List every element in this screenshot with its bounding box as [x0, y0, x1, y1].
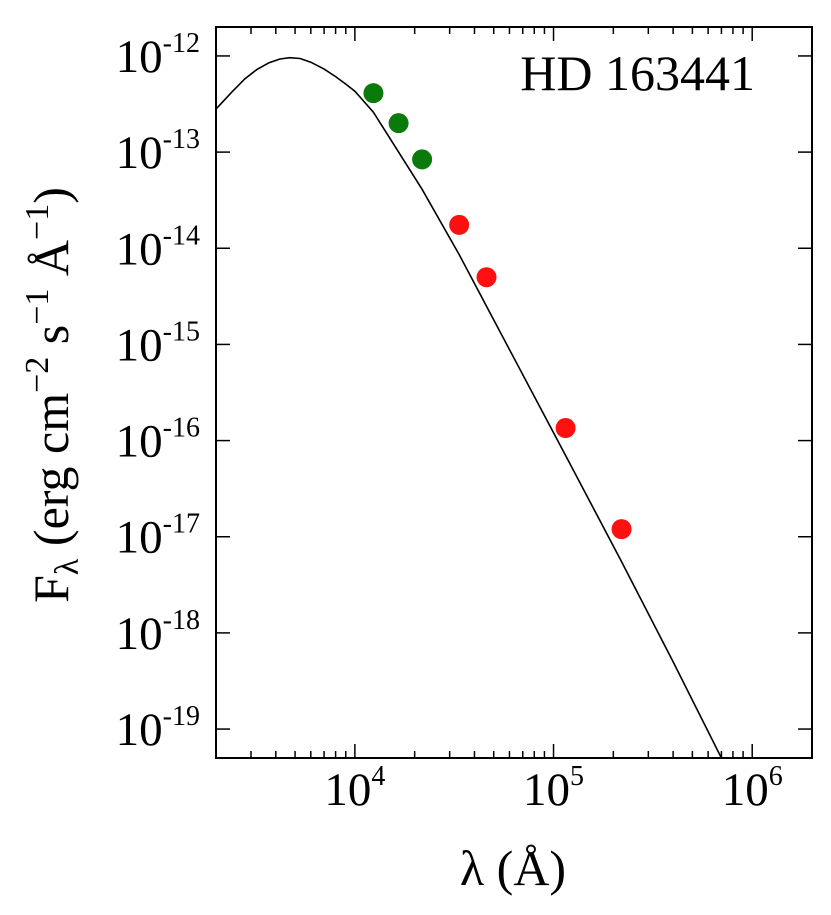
data-point-s0-0: [363, 83, 384, 104]
data-point-s1-0: [449, 214, 470, 235]
y-tick-label: 10-17: [116, 509, 200, 564]
x-tick-label-base: 10: [324, 764, 371, 816]
x-tick-label-exp: 6: [769, 761, 783, 792]
x-tick-label-exp: 5: [570, 761, 584, 792]
y-tick-label-exp: -19: [163, 701, 200, 732]
y-tick-label-exp: -18: [163, 605, 200, 636]
y-tick-label-exp: -13: [163, 124, 200, 155]
data-point-s1-1: [476, 267, 497, 288]
y-tick-label-base: 10: [116, 31, 163, 83]
x-tick-label: 106: [722, 761, 783, 816]
y-tick-label: 10-15: [116, 316, 200, 371]
data-point-s1-2: [555, 418, 576, 439]
y-tick-label: 10-19: [116, 701, 200, 756]
data-point-s1-3: [611, 519, 632, 540]
x-tick-label-base: 10: [722, 764, 769, 816]
y-tick-label-base: 10: [116, 512, 163, 564]
x-tick-label: 104: [324, 761, 385, 816]
y-tick-label-exp: -15: [163, 316, 200, 347]
y-axis-title-lambda: λ: [49, 558, 86, 575]
y-tick-label-base: 10: [116, 127, 163, 179]
data-point-s0-1: [388, 113, 409, 134]
model-curve-layer: [216, 56, 723, 758]
y-axis-title-f: F: [23, 575, 79, 603]
y-tick-label-base: 10: [116, 319, 163, 371]
plot-frame: [215, 26, 813, 759]
y-tick-label-exp: -14: [163, 220, 200, 251]
x-tick-label-exp: 4: [371, 761, 385, 792]
y-tick-label: 10-16: [116, 413, 200, 468]
y-tick-label-base: 10: [116, 223, 163, 275]
y-tick-label-base: 10: [116, 608, 163, 660]
data-point-s0-2: [412, 149, 433, 170]
y-tick-label-base: 10: [116, 704, 163, 756]
y-tick-label: 10-13: [116, 124, 200, 179]
y-tick-label-exp: -17: [163, 509, 200, 540]
x-axis-title: λ (Å): [460, 840, 566, 896]
ticks-layer: [215, 27, 813, 758]
model-curve: [216, 56, 723, 758]
y-tick-label-exp: -16: [163, 413, 200, 444]
y-tick-label-exp: -12: [163, 28, 200, 59]
y-axis-title: Fλ (erg cm−2 s−1 Å−1): [19, 187, 86, 603]
y-tick-label-base: 10: [116, 416, 163, 468]
y-tick-label: 10-14: [116, 220, 200, 275]
y-tick-label: 10-18: [116, 605, 200, 660]
y-tick-label: 10-12: [116, 28, 200, 83]
tick-labels-layer: 104 105 10610-1210-1310-1410-1510-1610-171…: [116, 28, 783, 816]
star-name-annotation: HD 163441: [520, 45, 755, 101]
x-tick-label: 105: [523, 761, 584, 816]
svg-text:Fλ (erg cm−2 s−1 Å−1): Fλ (erg cm−2 s−1 Å−1): [19, 187, 86, 603]
data-points-layer: [363, 83, 632, 540]
x-tick-label-base: 10: [523, 764, 570, 816]
